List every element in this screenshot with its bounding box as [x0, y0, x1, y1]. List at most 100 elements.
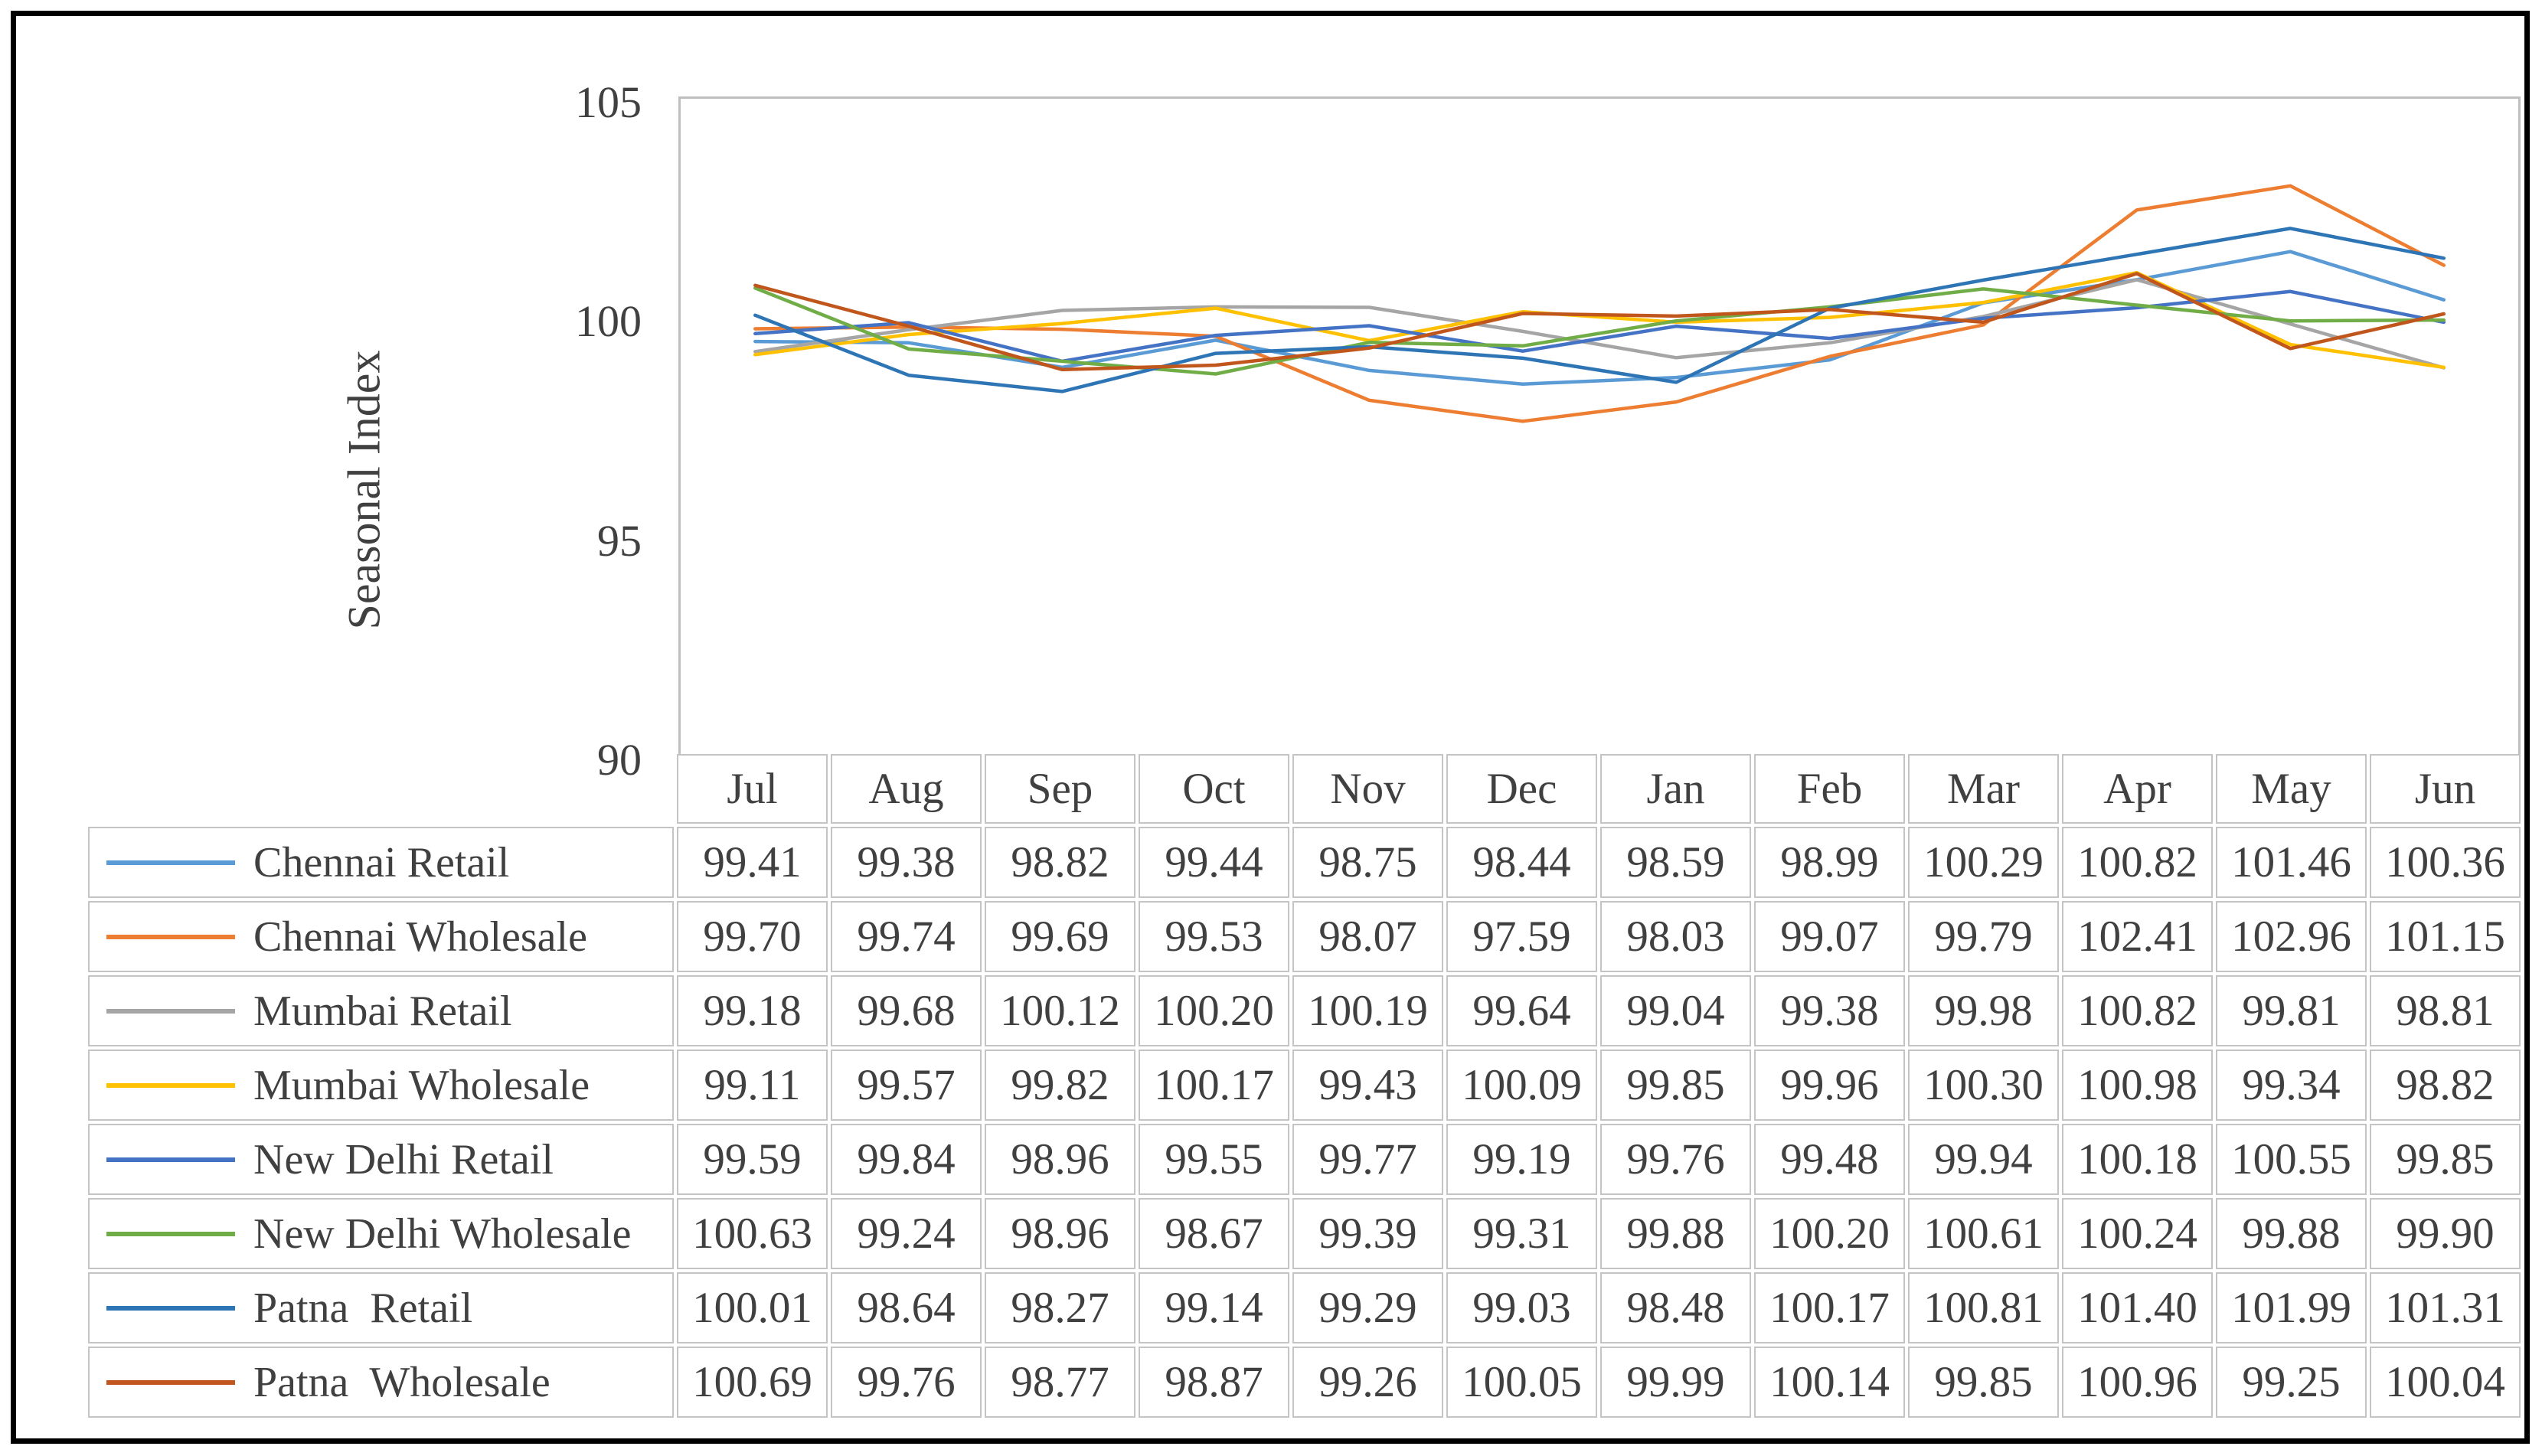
value-cell: 99.11: [677, 1050, 828, 1121]
value-cell: 101.40: [2062, 1272, 2213, 1343]
series-name: New Delhi Wholesale: [253, 1210, 632, 1258]
value-cell: 100.55: [2216, 1124, 2367, 1195]
value-cell: 100.29: [1908, 827, 2059, 898]
value-cell: 99.99: [1600, 1347, 1751, 1418]
value-cell: 98.44: [1446, 827, 1597, 898]
value-cell: 99.82: [985, 1050, 1135, 1121]
value-cell: 97.59: [1446, 901, 1597, 972]
value-cell: 100.19: [1292, 975, 1443, 1046]
value-cell: 99.90: [2370, 1198, 2521, 1269]
plot-area: [678, 96, 2521, 754]
value-cell: 99.25: [2216, 1347, 2367, 1418]
month-header-cell: Apr: [2062, 754, 2213, 824]
value-cell: 100.61: [1908, 1198, 2059, 1269]
value-cell: 98.82: [985, 827, 1135, 898]
value-cell: 99.57: [831, 1050, 982, 1121]
value-cell: 100.36: [2370, 827, 2521, 898]
value-cell: 98.64: [831, 1272, 982, 1343]
value-cell: 99.55: [1139, 1124, 1289, 1195]
value-cell: 99.26: [1292, 1347, 1443, 1418]
value-cell: 99.85: [2370, 1124, 2521, 1195]
value-cell: 99.88: [1600, 1198, 1751, 1269]
legend-cell: Patna Wholesale: [88, 1347, 674, 1418]
value-cell: 99.31: [1446, 1198, 1597, 1269]
value-cell: 100.17: [1139, 1050, 1289, 1121]
value-cell: 99.94: [1908, 1124, 2059, 1195]
value-cell: 100.96: [2062, 1347, 2213, 1418]
value-cell: 100.82: [2062, 975, 2213, 1046]
value-cell: 100.04: [2370, 1347, 2521, 1418]
value-cell: 100.98: [2062, 1050, 2213, 1121]
value-cell: 99.98: [1908, 975, 2059, 1046]
value-cell: 99.34: [2216, 1050, 2367, 1121]
value-cell: 99.85: [1600, 1050, 1751, 1121]
series-color-swatch: [106, 860, 235, 865]
legend-cell: New Delhi Wholesale: [88, 1198, 674, 1269]
month-header-cell: Sep: [985, 754, 1135, 824]
data-table: Jul Aug Sep Oct Nov Dec Jan Feb Mar Apr May Jun Chen…: [88, 754, 2521, 1418]
month-header-cell: Nov: [1292, 754, 1443, 824]
month-header-cell: May: [2216, 754, 2367, 824]
legend-cell: Mumbai Wholesale: [88, 1050, 674, 1121]
value-cell: 99.64: [1446, 975, 1597, 1046]
value-cell: 99.79: [1908, 901, 2059, 972]
value-cell: 100.05: [1446, 1347, 1597, 1418]
value-cell: 98.96: [985, 1198, 1135, 1269]
value-cell: 100.24: [2062, 1198, 2213, 1269]
series-color-swatch: [106, 934, 235, 939]
series-name: Mumbai Wholesale: [253, 1061, 590, 1109]
value-cell: 99.29: [1292, 1272, 1443, 1343]
value-cell: 99.44: [1139, 827, 1289, 898]
value-cell: 101.31: [2370, 1272, 2521, 1343]
series-color-swatch: [106, 1379, 235, 1385]
value-cell: 99.59: [677, 1124, 828, 1195]
y-tick-label: 105: [575, 77, 642, 127]
y-tick-label: 100: [575, 296, 642, 347]
series-line-chennai-wholesale: [753, 184, 2446, 423]
value-cell: 98.99: [1754, 827, 1905, 898]
month-header-cell: Jul: [677, 754, 828, 824]
series-color-swatch: [106, 1157, 235, 1162]
value-cell: 100.69: [677, 1347, 828, 1418]
month-header-cell: Aug: [831, 754, 982, 824]
line-plot: [753, 184, 2446, 423]
value-cell: 99.70: [677, 901, 828, 972]
value-cell: 99.84: [831, 1124, 982, 1195]
legend-cell: Chennai Wholesale: [88, 901, 674, 972]
value-cell: 100.30: [1908, 1050, 2059, 1121]
value-cell: 98.81: [2370, 975, 2521, 1046]
value-cell: 98.03: [1600, 901, 1751, 972]
y-tick-label: 90: [597, 735, 642, 785]
value-cell: 100.20: [1754, 1198, 1905, 1269]
series-color-swatch: [106, 1082, 235, 1088]
series-color-swatch: [106, 1231, 235, 1236]
value-cell: 100.18: [2062, 1124, 2213, 1195]
value-cell: 100.81: [1908, 1272, 2059, 1343]
series-name: Patna Wholesale: [253, 1358, 551, 1406]
series-color-swatch: [106, 1305, 235, 1311]
value-cell: 100.09: [1446, 1050, 1597, 1121]
series-name: New Delhi Retail: [253, 1135, 554, 1183]
legend-cell: New Delhi Retail: [88, 1124, 674, 1195]
y-tick-label: 95: [597, 515, 642, 566]
value-cell: 99.88: [2216, 1198, 2367, 1269]
value-cell: 99.14: [1139, 1272, 1289, 1343]
value-cell: 100.82: [2062, 827, 2213, 898]
series-name: Chennai Wholesale: [253, 912, 587, 961]
month-header-cell: Oct: [1139, 754, 1289, 824]
value-cell: 99.39: [1292, 1198, 1443, 1269]
value-cell: 99.76: [831, 1347, 982, 1418]
month-header-cell: Feb: [1754, 754, 1905, 824]
value-cell: 102.41: [2062, 901, 2213, 972]
legend-cell: Mumbai Retail: [88, 975, 674, 1046]
series-name: Patna Retail: [253, 1284, 473, 1332]
value-cell: 98.82: [2370, 1050, 2521, 1121]
value-cell: 100.14: [1754, 1347, 1905, 1418]
value-cell: 100.63: [677, 1198, 828, 1269]
value-cell: 98.75: [1292, 827, 1443, 898]
value-cell: 98.77: [985, 1347, 1135, 1418]
value-cell: 99.18: [677, 975, 828, 1046]
value-cell: 99.48: [1754, 1124, 1905, 1195]
value-cell: 98.48: [1600, 1272, 1751, 1343]
